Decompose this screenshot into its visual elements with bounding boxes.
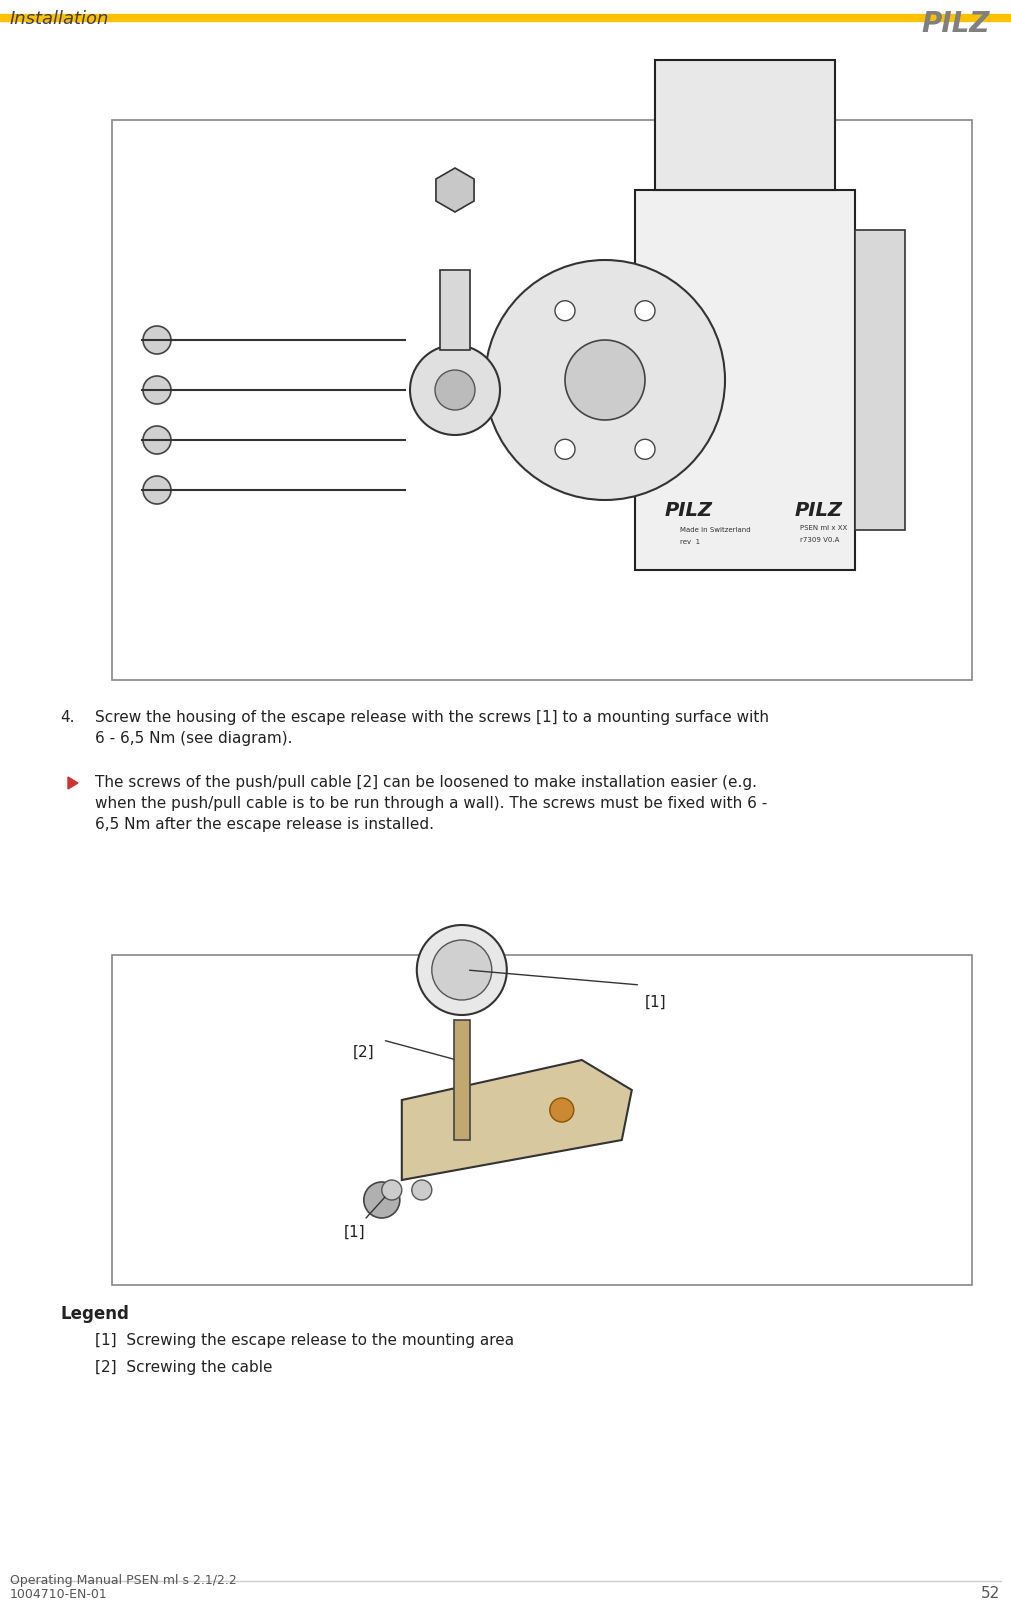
Text: Screw the housing of the escape release with the screws [1] to a mounting surfac: Screw the housing of the escape release … xyxy=(95,710,769,747)
Text: 1004710-EN-01: 1004710-EN-01 xyxy=(10,1588,108,1601)
Circle shape xyxy=(555,301,575,320)
FancyBboxPatch shape xyxy=(635,190,855,570)
Circle shape xyxy=(382,1179,401,1200)
Text: Operating Manual PSEN ml s 2.1/2.2: Operating Manual PSEN ml s 2.1/2.2 xyxy=(10,1574,237,1586)
Text: Legend: Legend xyxy=(60,1305,128,1323)
Text: r7309 V0.A: r7309 V0.A xyxy=(800,537,839,542)
Text: [2]  Screwing the cable: [2] Screwing the cable xyxy=(95,1360,273,1376)
Circle shape xyxy=(143,327,171,354)
Polygon shape xyxy=(436,167,474,212)
FancyBboxPatch shape xyxy=(440,270,470,351)
Circle shape xyxy=(555,439,575,459)
Circle shape xyxy=(432,940,491,1001)
Text: [1]: [1] xyxy=(344,1224,366,1241)
FancyBboxPatch shape xyxy=(855,230,905,529)
Circle shape xyxy=(411,1179,432,1200)
Text: Made in Switzerland: Made in Switzerland xyxy=(680,528,750,533)
FancyBboxPatch shape xyxy=(454,1020,470,1141)
Polygon shape xyxy=(68,777,78,788)
Circle shape xyxy=(143,426,171,454)
FancyBboxPatch shape xyxy=(112,121,972,681)
FancyBboxPatch shape xyxy=(112,956,972,1286)
Text: PSEN ml x XX: PSEN ml x XX xyxy=(800,525,847,531)
Text: [1]: [1] xyxy=(645,994,667,1010)
Polygon shape xyxy=(401,1060,632,1179)
Circle shape xyxy=(143,476,171,504)
Text: [1]  Screwing the escape release to the mounting area: [1] Screwing the escape release to the m… xyxy=(95,1332,515,1348)
Text: PILZ: PILZ xyxy=(795,500,843,520)
Text: 4.: 4. xyxy=(60,710,75,726)
Circle shape xyxy=(417,925,507,1015)
Circle shape xyxy=(565,339,645,420)
Text: PILZ: PILZ xyxy=(921,10,990,39)
Text: [2]: [2] xyxy=(353,1044,374,1060)
FancyBboxPatch shape xyxy=(655,60,835,190)
Circle shape xyxy=(364,1183,399,1218)
Circle shape xyxy=(410,344,500,434)
Text: The screws of the push/pull cable [2] can be loosened to make installation easie: The screws of the push/pull cable [2] ca… xyxy=(95,776,767,832)
Circle shape xyxy=(635,301,655,320)
Text: rev  1: rev 1 xyxy=(680,539,701,545)
Circle shape xyxy=(635,439,655,459)
Text: Installation: Installation xyxy=(10,10,109,27)
Circle shape xyxy=(435,370,475,410)
Text: 52: 52 xyxy=(981,1586,1000,1601)
Circle shape xyxy=(550,1097,574,1121)
Text: PILZ: PILZ xyxy=(665,500,713,520)
Circle shape xyxy=(485,261,725,500)
Circle shape xyxy=(143,377,171,404)
